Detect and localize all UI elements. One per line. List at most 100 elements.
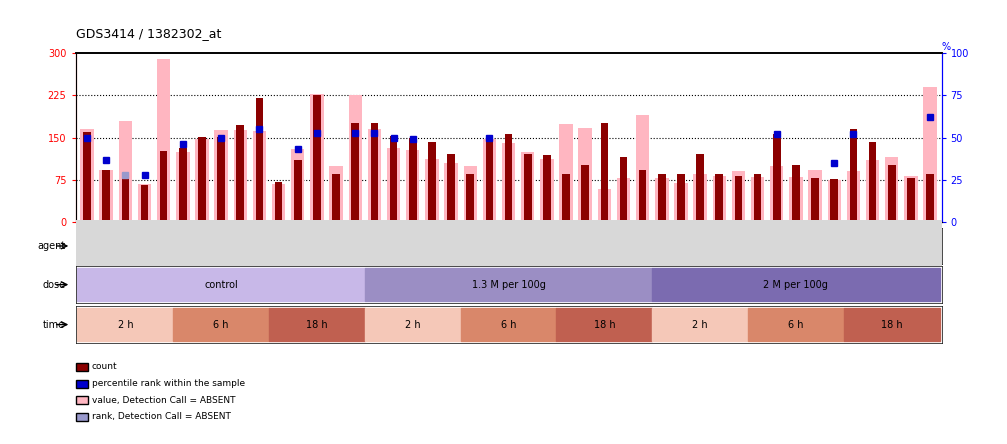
Bar <box>754 174 761 222</box>
Bar <box>409 138 417 222</box>
Bar <box>732 171 745 222</box>
Bar <box>907 178 914 222</box>
Text: 2 h: 2 h <box>693 320 708 329</box>
Bar <box>600 123 608 222</box>
Bar <box>770 166 783 222</box>
Bar <box>329 166 342 222</box>
Bar <box>597 190 611 222</box>
Bar <box>428 142 436 222</box>
Bar <box>122 173 129 222</box>
Bar <box>176 152 189 222</box>
Text: 1.3 M per 100g: 1.3 M per 100g <box>471 280 546 289</box>
Bar <box>234 131 247 222</box>
Bar <box>332 174 340 222</box>
Bar <box>195 139 208 222</box>
Bar <box>812 178 819 222</box>
Bar <box>365 268 653 301</box>
Bar <box>138 184 151 222</box>
Text: 2 h: 2 h <box>118 320 133 329</box>
Bar <box>100 170 113 222</box>
Bar <box>735 176 742 222</box>
Bar <box>81 129 94 222</box>
Bar <box>885 157 898 222</box>
Bar <box>272 184 285 222</box>
Text: 2 M per 100g: 2 M per 100g <box>763 280 829 289</box>
Bar <box>387 148 401 222</box>
Text: vehicle: vehicle <box>203 241 239 251</box>
Bar <box>828 180 841 222</box>
Bar <box>119 121 132 222</box>
Bar <box>653 308 748 341</box>
Bar <box>269 308 365 341</box>
Bar <box>390 136 398 222</box>
Text: 18 h: 18 h <box>593 320 615 329</box>
Bar <box>831 179 838 222</box>
Bar <box>179 148 186 222</box>
Bar <box>543 155 551 222</box>
Bar <box>406 150 420 222</box>
Bar <box>365 308 460 341</box>
Bar <box>348 95 362 222</box>
Bar <box>773 134 780 222</box>
Bar <box>237 125 244 222</box>
Bar <box>218 137 225 222</box>
Bar <box>677 174 685 222</box>
Bar <box>482 139 496 222</box>
Bar <box>636 115 650 222</box>
Bar <box>256 98 263 222</box>
Bar <box>844 308 940 341</box>
Bar <box>616 178 630 222</box>
Bar <box>447 154 455 222</box>
Bar <box>160 151 167 222</box>
Bar <box>463 166 477 222</box>
Bar <box>562 174 570 222</box>
Bar <box>214 131 228 222</box>
Bar <box>253 131 266 222</box>
Bar <box>141 185 148 222</box>
Bar <box>557 308 653 341</box>
Bar <box>715 174 723 222</box>
Bar <box>923 87 937 222</box>
Bar <box>559 123 573 222</box>
Bar <box>371 123 379 222</box>
Bar <box>157 59 170 222</box>
Bar <box>198 137 205 222</box>
Bar <box>793 165 800 222</box>
Text: dose: dose <box>42 280 65 289</box>
Text: percentile rank within the sample: percentile rank within the sample <box>92 379 245 388</box>
Text: GDS3414 / 1382302_at: GDS3414 / 1382302_at <box>76 27 221 40</box>
Bar <box>173 308 269 341</box>
Bar <box>524 154 532 222</box>
Text: time: time <box>43 320 65 329</box>
Bar <box>485 136 493 222</box>
Bar <box>521 152 535 222</box>
Bar <box>425 159 439 222</box>
Bar <box>466 174 474 222</box>
Text: 2 h: 2 h <box>405 320 421 329</box>
Bar <box>368 129 381 222</box>
Text: 6 h: 6 h <box>788 320 804 329</box>
Text: beads: beads <box>637 241 667 251</box>
Bar <box>696 154 704 222</box>
Bar <box>619 157 627 222</box>
Text: 18 h: 18 h <box>306 320 327 329</box>
Text: count: count <box>92 362 117 371</box>
Bar <box>103 170 110 222</box>
Bar <box>866 160 879 222</box>
Bar <box>351 123 359 222</box>
Bar <box>275 182 282 222</box>
Text: value, Detection Call = ABSENT: value, Detection Call = ABSENT <box>92 396 236 404</box>
Text: 6 h: 6 h <box>500 320 517 329</box>
Bar <box>653 268 940 301</box>
Bar <box>310 94 323 222</box>
Bar <box>713 176 726 222</box>
Bar <box>850 129 857 222</box>
Bar <box>294 159 302 222</box>
Text: 6 h: 6 h <box>213 320 229 329</box>
Bar <box>869 142 876 222</box>
Text: %: % <box>942 42 951 52</box>
Bar <box>789 177 803 222</box>
Bar <box>578 127 592 222</box>
Bar <box>751 177 764 222</box>
Bar <box>581 165 589 222</box>
